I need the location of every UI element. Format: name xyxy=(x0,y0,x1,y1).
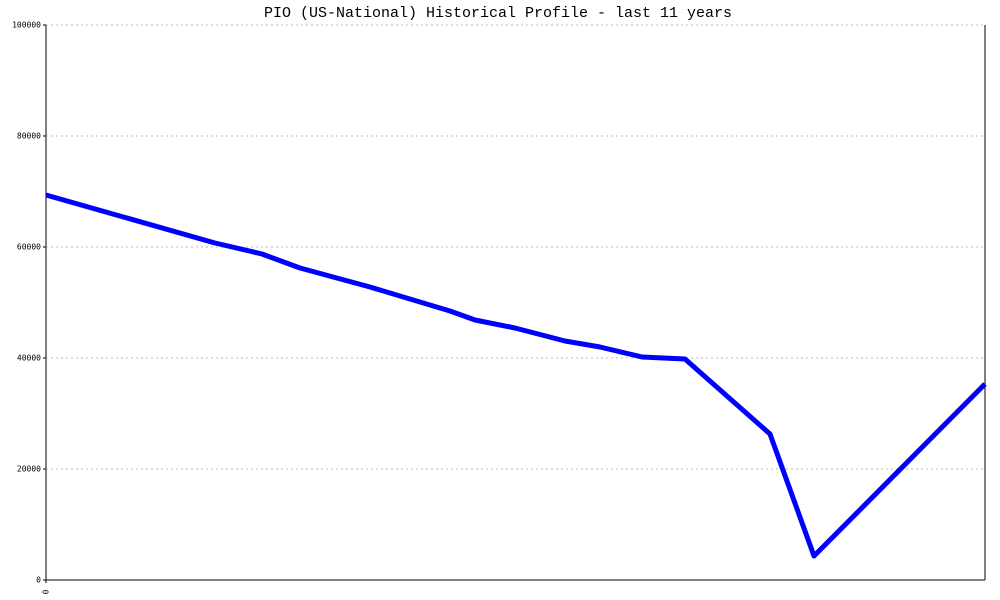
y-tick-label: 100000 xyxy=(12,21,41,30)
y-tick-label: 0 xyxy=(36,576,41,585)
data-line xyxy=(45,192,987,559)
y-tick-label: 40000 xyxy=(17,354,41,363)
x-tick-label: 0 xyxy=(42,589,51,594)
y-tick-label: 80000 xyxy=(17,132,41,141)
y-tick-label: 20000 xyxy=(17,465,41,474)
y-tick-label: 60000 xyxy=(17,243,41,252)
chart-title: PIO (US-National) Historical Profile - l… xyxy=(264,5,732,22)
